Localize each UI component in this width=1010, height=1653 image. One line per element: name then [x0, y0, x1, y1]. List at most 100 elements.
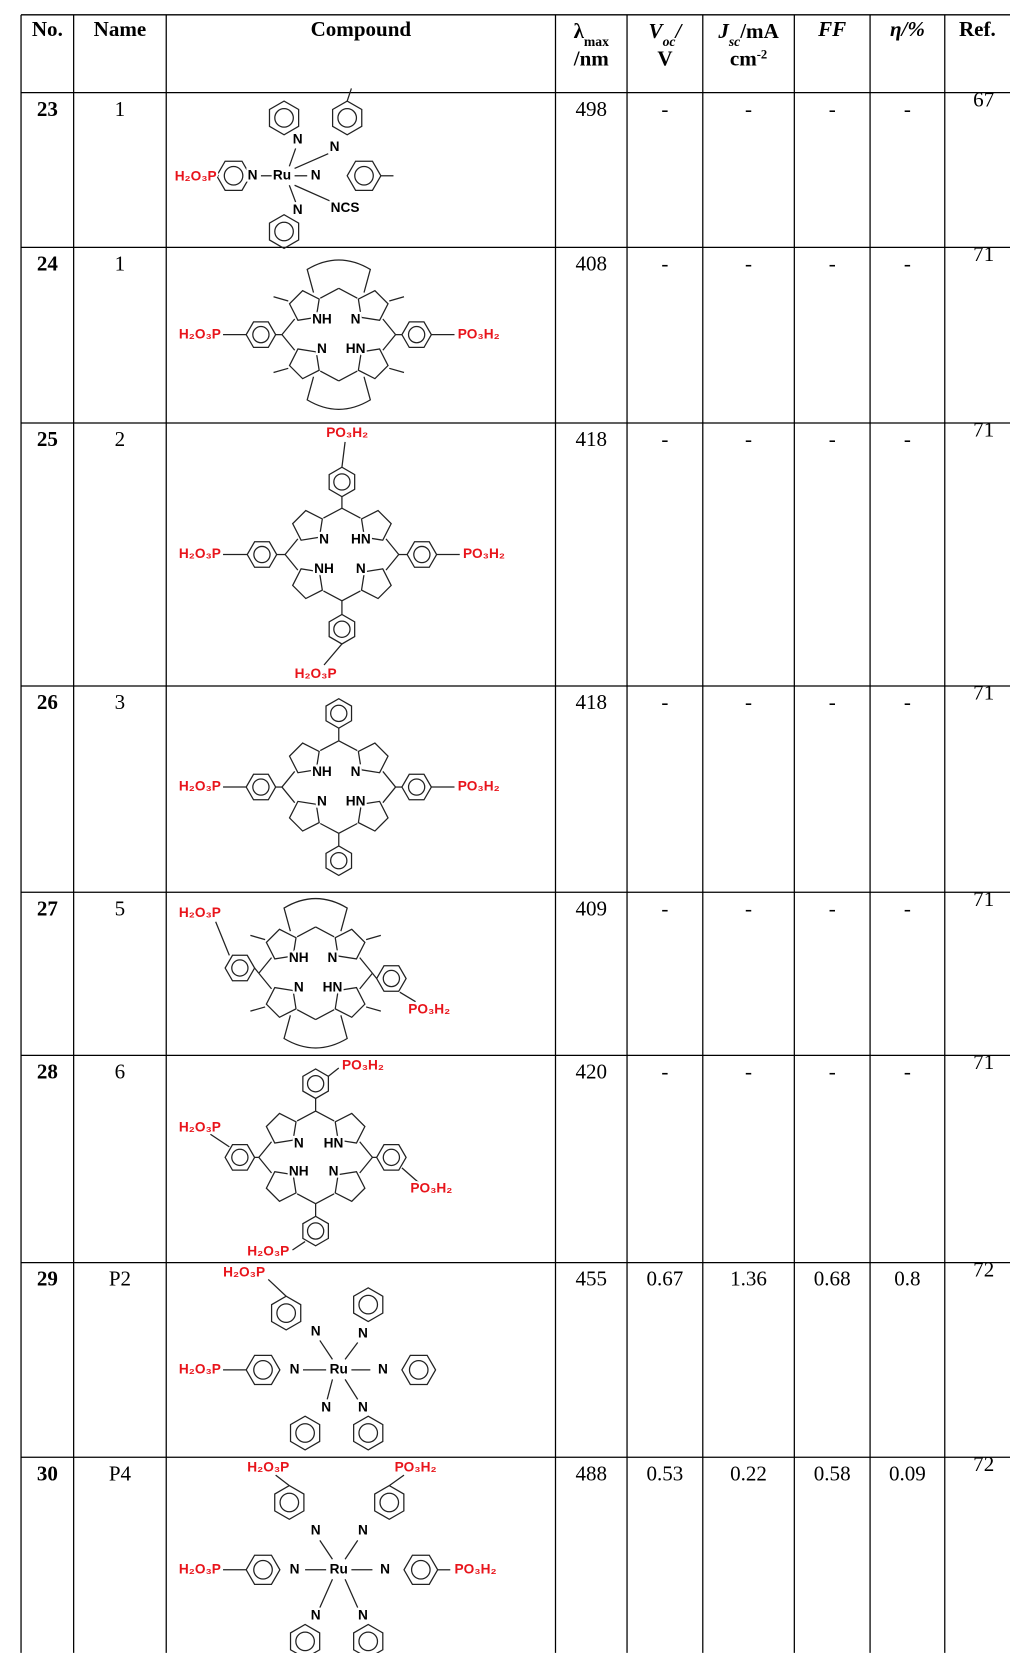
bond [319, 822, 340, 834]
ring [375, 965, 407, 992]
voc-cell: - [661, 896, 668, 920]
name-cell: 3 [115, 690, 126, 714]
ring [325, 697, 353, 729]
ring-aromatic [407, 325, 426, 344]
ring-aromatic [379, 1492, 400, 1513]
pyrrole-ring [334, 1112, 366, 1144]
atom-label: HN [323, 980, 343, 995]
bond [341, 590, 361, 602]
header-text: Name [94, 17, 147, 41]
pyrrole-ring [357, 742, 389, 774]
atom-label: N [358, 1522, 368, 1537]
pyrrole-ring [288, 742, 320, 774]
bond [338, 370, 358, 382]
voc-cell: - [661, 1059, 668, 1083]
pyrrole-ring [334, 986, 366, 1019]
no-cell: 29 [37, 1267, 58, 1291]
atom-label: H₂O₃P [247, 1459, 289, 1474]
atom-label: N [293, 202, 303, 217]
atom-label: NCS [331, 200, 360, 215]
bond [273, 367, 289, 374]
atom-label: N [351, 764, 361, 779]
pyrrole-ring [360, 568, 392, 600]
atom-label: N [329, 1164, 339, 1179]
bond [284, 554, 299, 571]
bond [323, 590, 343, 602]
bond [250, 1006, 266, 1012]
header-line2: cm-2 [730, 46, 767, 70]
ring [245, 321, 277, 349]
atom-label: N [294, 980, 304, 995]
bond [382, 786, 397, 804]
ring [289, 1415, 321, 1451]
atom-label: N [293, 132, 303, 147]
atom-label: HN [346, 341, 366, 356]
header-sub: oc [663, 33, 676, 48]
bond [273, 296, 289, 302]
header-line2-text: /nm [573, 46, 610, 70]
ring-aromatic [306, 1222, 325, 1240]
atom-label: Ru [273, 167, 291, 182]
header-cell: No. [32, 17, 63, 41]
atom-label: PO₃H₂ [458, 326, 500, 341]
eta-cell: - [904, 1059, 911, 1083]
atom-label: H₂O₃P [179, 326, 221, 341]
atom-label: H₂O₃P [179, 1120, 221, 1135]
ring [401, 321, 433, 349]
atom-label: NH [314, 561, 334, 576]
atom-label: N [290, 1362, 300, 1377]
eta-cell: - [904, 251, 911, 275]
atom-label: N [317, 793, 327, 808]
atom-label: N [311, 1608, 321, 1623]
ring-aromatic [295, 1423, 315, 1443]
ring [331, 100, 363, 136]
bond [275, 1474, 290, 1487]
ref-cell: 71 [973, 1050, 994, 1074]
name-cell: 1 [115, 97, 126, 121]
header-sub: max [584, 33, 609, 48]
bond [292, 1241, 306, 1251]
bond [388, 1474, 405, 1487]
bond [344, 1379, 359, 1400]
ring-aromatic [330, 851, 348, 870]
pyrrole-ring [288, 348, 320, 380]
bond [296, 1193, 316, 1205]
atom-label: N [351, 312, 361, 327]
bond [215, 921, 230, 956]
pyrrole-ring [291, 509, 324, 541]
atom-label: N [321, 1399, 331, 1414]
no-cell: 26 [37, 690, 58, 714]
ring [401, 1354, 437, 1386]
bond [281, 771, 296, 788]
ring-aromatic [223, 165, 244, 186]
ring-aromatic [306, 1075, 325, 1093]
bond [294, 184, 333, 203]
header-text: Ref. [959, 17, 996, 41]
pyrrole-ring [288, 289, 320, 322]
ref-cell: 72 [973, 1452, 994, 1476]
ring-aromatic [252, 778, 270, 796]
no-cell: 23 [37, 97, 58, 121]
ring [353, 1415, 384, 1451]
header-cell: λmax [574, 19, 610, 48]
ring-aromatic [337, 108, 358, 128]
pyrrole-ring [357, 289, 389, 322]
lambda-cell: 498 [575, 97, 607, 121]
ring-aromatic [358, 1294, 379, 1315]
jsc-cell: - [745, 1059, 752, 1083]
bond [281, 334, 296, 351]
ring-aromatic [279, 1492, 300, 1513]
bond [344, 1539, 359, 1560]
atom-label: Ru [330, 1561, 348, 1576]
voc-cell: 0.53 [647, 1461, 684, 1485]
bond [288, 185, 297, 203]
header-text: η/% [890, 17, 925, 41]
ring-aromatic [333, 620, 351, 638]
jsc-cell: 1.36 [730, 1267, 767, 1291]
bond [385, 554, 400, 571]
ff-cell: - [829, 97, 836, 121]
atom-label: HN [346, 793, 366, 808]
ring-aromatic [358, 1631, 379, 1652]
eta-cell: - [904, 427, 911, 451]
